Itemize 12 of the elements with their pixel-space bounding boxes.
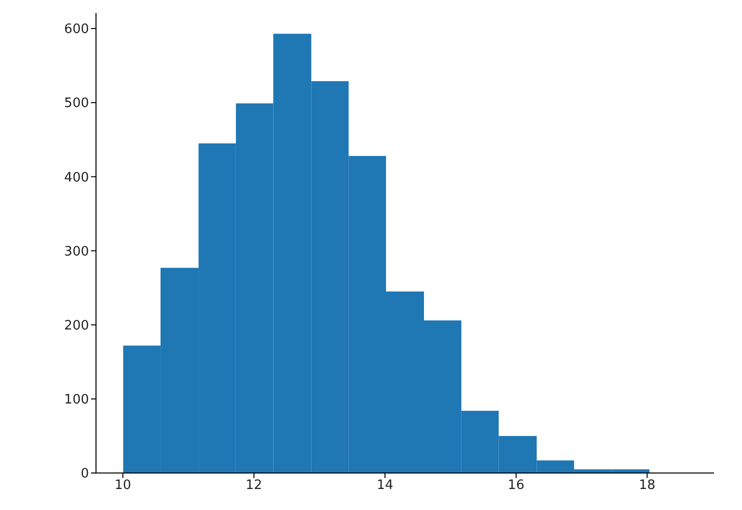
- x-tick-label: 18: [638, 478, 656, 494]
- x-tick-label: 12: [246, 478, 262, 494]
- y-tick-label: 500: [64, 96, 89, 112]
- y-tick-label: 600: [64, 22, 89, 38]
- y-tick-label: 0: [80, 466, 89, 482]
- x-tick-label: 16: [508, 478, 524, 494]
- x-tick-label: 10: [114, 478, 132, 494]
- x-tick-label: 14: [376, 478, 394, 494]
- y-tick-label: 200: [64, 318, 89, 334]
- y-tick-label: 300: [64, 244, 89, 260]
- y-tick-label: 100: [64, 392, 89, 408]
- y-tick-label: 400: [64, 170, 89, 186]
